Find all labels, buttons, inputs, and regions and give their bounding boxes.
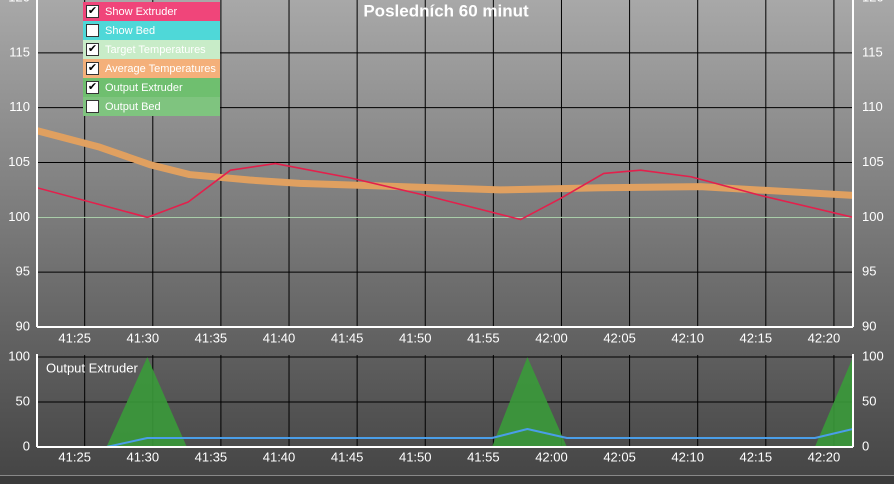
legend-checkbox[interactable]: ✔ Show Extruder <box>83 2 220 21</box>
x-tick-label: 42:15 <box>740 330 773 345</box>
legend-checkbox[interactable]: ✔ Target Temperatures <box>83 40 220 59</box>
x-tick-label: 41:55 <box>467 330 500 345</box>
x-tick-label: 42:10 <box>671 330 704 345</box>
y2-tick-label: 95 <box>862 264 876 279</box>
chart-title: Posledních 60 minut <box>363 1 529 20</box>
x-tick-label: 42:00 <box>535 330 568 345</box>
line <box>37 162 853 221</box>
legend-label: Show Bed <box>105 24 156 37</box>
y2-tick-label: 115 <box>862 44 883 59</box>
y-tick-label: 50 <box>16 393 30 408</box>
x-tick-label: 42:00 <box>535 449 568 464</box>
x-tick-label: 42:05 <box>603 449 636 464</box>
legend-label: Average Temperatures <box>105 62 216 75</box>
y-tick-label: 100 <box>8 348 30 363</box>
y-tick-label: 100 <box>8 209 30 224</box>
y-tick-label: 95 <box>16 264 30 279</box>
legend: ✔ Show Extruder Show Bed ✔ Target Temperatur… <box>83 2 220 116</box>
x-tick-label: 41:55 <box>467 449 500 464</box>
chart-title: Output Extruder <box>46 360 138 375</box>
x-tick-label: 42:05 <box>603 330 636 345</box>
line <box>37 127 853 199</box>
y2-tick-label: 0 <box>862 438 869 453</box>
y-tick-label: 120 <box>8 0 30 4</box>
x-tick-label: 41:30 <box>127 330 160 345</box>
checkbox[interactable]: ✔ <box>86 81 99 94</box>
x-tick-label: 41:40 <box>263 449 296 464</box>
y2-tick-label: 100 <box>862 348 884 363</box>
x-tick-label: 42:20 <box>808 330 841 345</box>
x-tick-label: 41:45 <box>331 449 364 464</box>
labels: 90 90 95 95 100 100 105 105 110 110 115 115 120 120 41… <box>8 0 884 464</box>
plot-area <box>37 355 853 447</box>
y2-tick-label: 50 <box>862 393 876 408</box>
line <box>61 428 853 447</box>
x-tick-label: 41:30 <box>127 449 160 464</box>
x-tick-label: 41:25 <box>58 330 91 345</box>
x-tick-label: 42:10 <box>671 449 704 464</box>
y2-tick-label: 105 <box>862 154 884 169</box>
x-tick-label: 41:50 <box>399 449 432 464</box>
y-tick-label: 105 <box>8 154 30 169</box>
checkbox[interactable]: ✔ <box>86 62 99 75</box>
x-tick-label: 42:20 <box>808 449 841 464</box>
x-tick-label: 41:35 <box>195 449 228 464</box>
y2-tick-label: 120 <box>862 0 884 4</box>
checkbox[interactable]: ✔ <box>86 5 99 18</box>
x-tick-label: 41:50 <box>399 330 432 345</box>
status-strip <box>0 475 894 484</box>
x-tick-label: 42:15 <box>740 449 773 464</box>
y-tick-label: 0 <box>23 438 30 453</box>
checkbox[interactable] <box>86 24 99 37</box>
legend-label: Output Extruder <box>105 81 183 94</box>
y2-tick-label: 110 <box>862 99 883 114</box>
x-tick-label: 41:25 <box>58 449 91 464</box>
legend-label: Target Temperatures <box>105 43 206 56</box>
checkbox[interactable] <box>86 100 99 113</box>
y-tick-label: 115 <box>9 44 30 59</box>
legend-checkbox[interactable]: Output Bed <box>83 97 220 116</box>
checkbox[interactable]: ✔ <box>86 43 99 56</box>
x-tick-label: 41:35 <box>195 330 228 345</box>
y-tick-label: 110 <box>9 99 30 114</box>
y2-tick-label: 90 <box>862 318 876 333</box>
x-tick-label: 41:40 <box>263 330 296 345</box>
legend-checkbox[interactable]: ✔ Average Temperatures <box>83 59 220 78</box>
y-tick-label: 90 <box>16 318 30 333</box>
x-tick-label: 41:45 <box>331 330 364 345</box>
legend-checkbox[interactable]: Show Bed <box>83 21 220 40</box>
legend-label: Show Extruder <box>105 5 178 18</box>
legend-checkbox[interactable]: ✔ Output Extruder <box>83 78 220 97</box>
y2-tick-label: 100 <box>862 209 884 224</box>
legend-label: Output Bed <box>105 100 161 113</box>
